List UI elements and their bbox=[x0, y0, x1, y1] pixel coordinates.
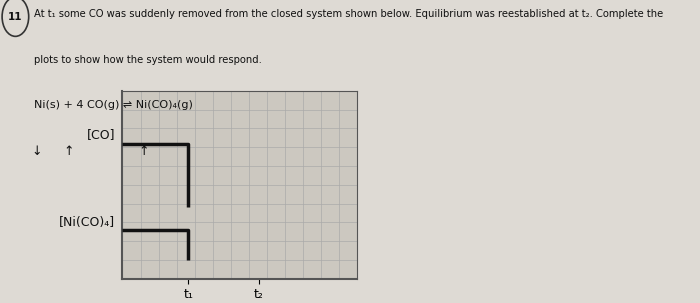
Text: plots to show how the system would respond.: plots to show how the system would respo… bbox=[34, 55, 262, 65]
Text: 11: 11 bbox=[8, 12, 22, 22]
Text: ↑: ↑ bbox=[64, 145, 74, 158]
Text: [Ni(CO)₄]: [Ni(CO)₄] bbox=[60, 216, 116, 229]
Text: ↓: ↓ bbox=[31, 145, 42, 158]
Text: [CO]: [CO] bbox=[87, 128, 116, 141]
Text: Ni(s) + 4 CO(g) ⇌ Ni(CO)₄(g): Ni(s) + 4 CO(g) ⇌ Ni(CO)₄(g) bbox=[34, 100, 193, 110]
Text: At t₁ some CO was suddenly removed from the closed system shown below. Equilibri: At t₁ some CO was suddenly removed from … bbox=[34, 9, 663, 19]
Text: ↑: ↑ bbox=[139, 145, 148, 158]
